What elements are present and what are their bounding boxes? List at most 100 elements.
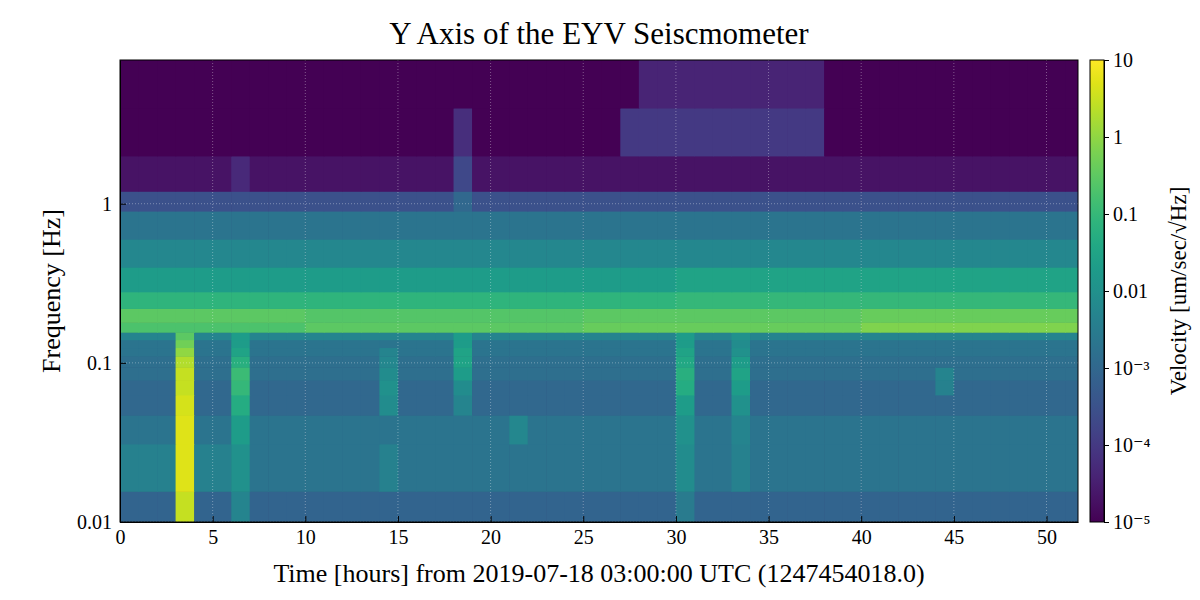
tick-label: 45 (944, 526, 964, 548)
cell (639, 415, 658, 444)
cell (231, 211, 250, 240)
tick-label: 0 (116, 526, 126, 548)
cell (769, 444, 788, 492)
cell (1046, 267, 1065, 292)
cell (898, 156, 917, 192)
cell (657, 60, 676, 109)
cell (472, 395, 491, 416)
cell (769, 108, 788, 157)
cell (1009, 380, 1028, 395)
cell (379, 380, 398, 395)
cell (769, 211, 788, 240)
cell (750, 347, 769, 356)
cell (769, 292, 788, 309)
cell (917, 191, 936, 211)
cell (379, 267, 398, 292)
cell (491, 395, 510, 416)
cell (583, 491, 602, 522)
cell (787, 356, 806, 367)
cell (231, 322, 250, 332)
cell (1009, 395, 1028, 416)
cell (287, 156, 306, 192)
cell (379, 340, 398, 348)
cell (213, 367, 232, 380)
cell (287, 108, 306, 157)
cell (991, 340, 1010, 348)
cell (250, 444, 269, 492)
cell (731, 322, 750, 332)
cell (731, 347, 750, 356)
cell (361, 60, 380, 109)
cell (972, 308, 991, 322)
cell (361, 308, 380, 322)
cell (954, 211, 973, 240)
cell (324, 191, 343, 211)
cell (750, 340, 769, 348)
y-axis-title: Frequency [Hz] (37, 209, 66, 373)
cell (268, 308, 287, 322)
cell (565, 292, 584, 309)
cell (731, 395, 750, 416)
cell (435, 108, 454, 157)
x-axis-title: Time [hours] from 2019-07-18 03:00:00 UT… (273, 559, 924, 588)
cell (620, 415, 639, 444)
cell (250, 356, 269, 367)
cell (713, 340, 732, 348)
cell (694, 444, 713, 492)
cell (324, 332, 343, 340)
cell (176, 211, 195, 240)
cell (972, 292, 991, 309)
cell (898, 191, 917, 211)
cell (824, 415, 843, 444)
cell (213, 211, 232, 240)
cell (861, 491, 880, 522)
cell (843, 156, 862, 192)
cell (509, 191, 528, 211)
cell (917, 444, 936, 492)
cell (694, 211, 713, 240)
cell (769, 60, 788, 109)
cell (1046, 211, 1065, 240)
cell (157, 322, 176, 332)
cell (750, 395, 769, 416)
cell (139, 211, 158, 240)
cell (880, 332, 899, 340)
cell (639, 267, 658, 292)
cell (194, 191, 213, 211)
cell (528, 347, 547, 356)
cell (231, 191, 250, 211)
cell (639, 108, 658, 157)
cell (250, 292, 269, 309)
cell (546, 415, 565, 444)
cell (379, 156, 398, 192)
cell (935, 380, 954, 395)
cell (787, 267, 806, 292)
cell (1028, 340, 1047, 348)
cell (843, 444, 862, 492)
cell (472, 332, 491, 340)
cell (509, 156, 528, 192)
cell (787, 395, 806, 416)
cell (731, 415, 750, 444)
cell (546, 347, 565, 356)
cell (898, 308, 917, 322)
cell (824, 239, 843, 268)
cell (806, 415, 825, 444)
cell (213, 322, 232, 332)
cell (194, 211, 213, 240)
cell (194, 356, 213, 367)
cell (806, 322, 825, 332)
cell (991, 395, 1010, 416)
cell (694, 108, 713, 157)
cell (657, 356, 676, 367)
cell (676, 308, 695, 322)
chart-title: Y Axis of the EYV Seiscmometer (389, 16, 809, 51)
cell (769, 356, 788, 367)
cell (287, 292, 306, 309)
tick-mark (676, 516, 677, 522)
cell (472, 308, 491, 322)
cell (231, 395, 250, 416)
cell (213, 332, 232, 340)
cell (657, 367, 676, 380)
cell (1065, 292, 1078, 309)
